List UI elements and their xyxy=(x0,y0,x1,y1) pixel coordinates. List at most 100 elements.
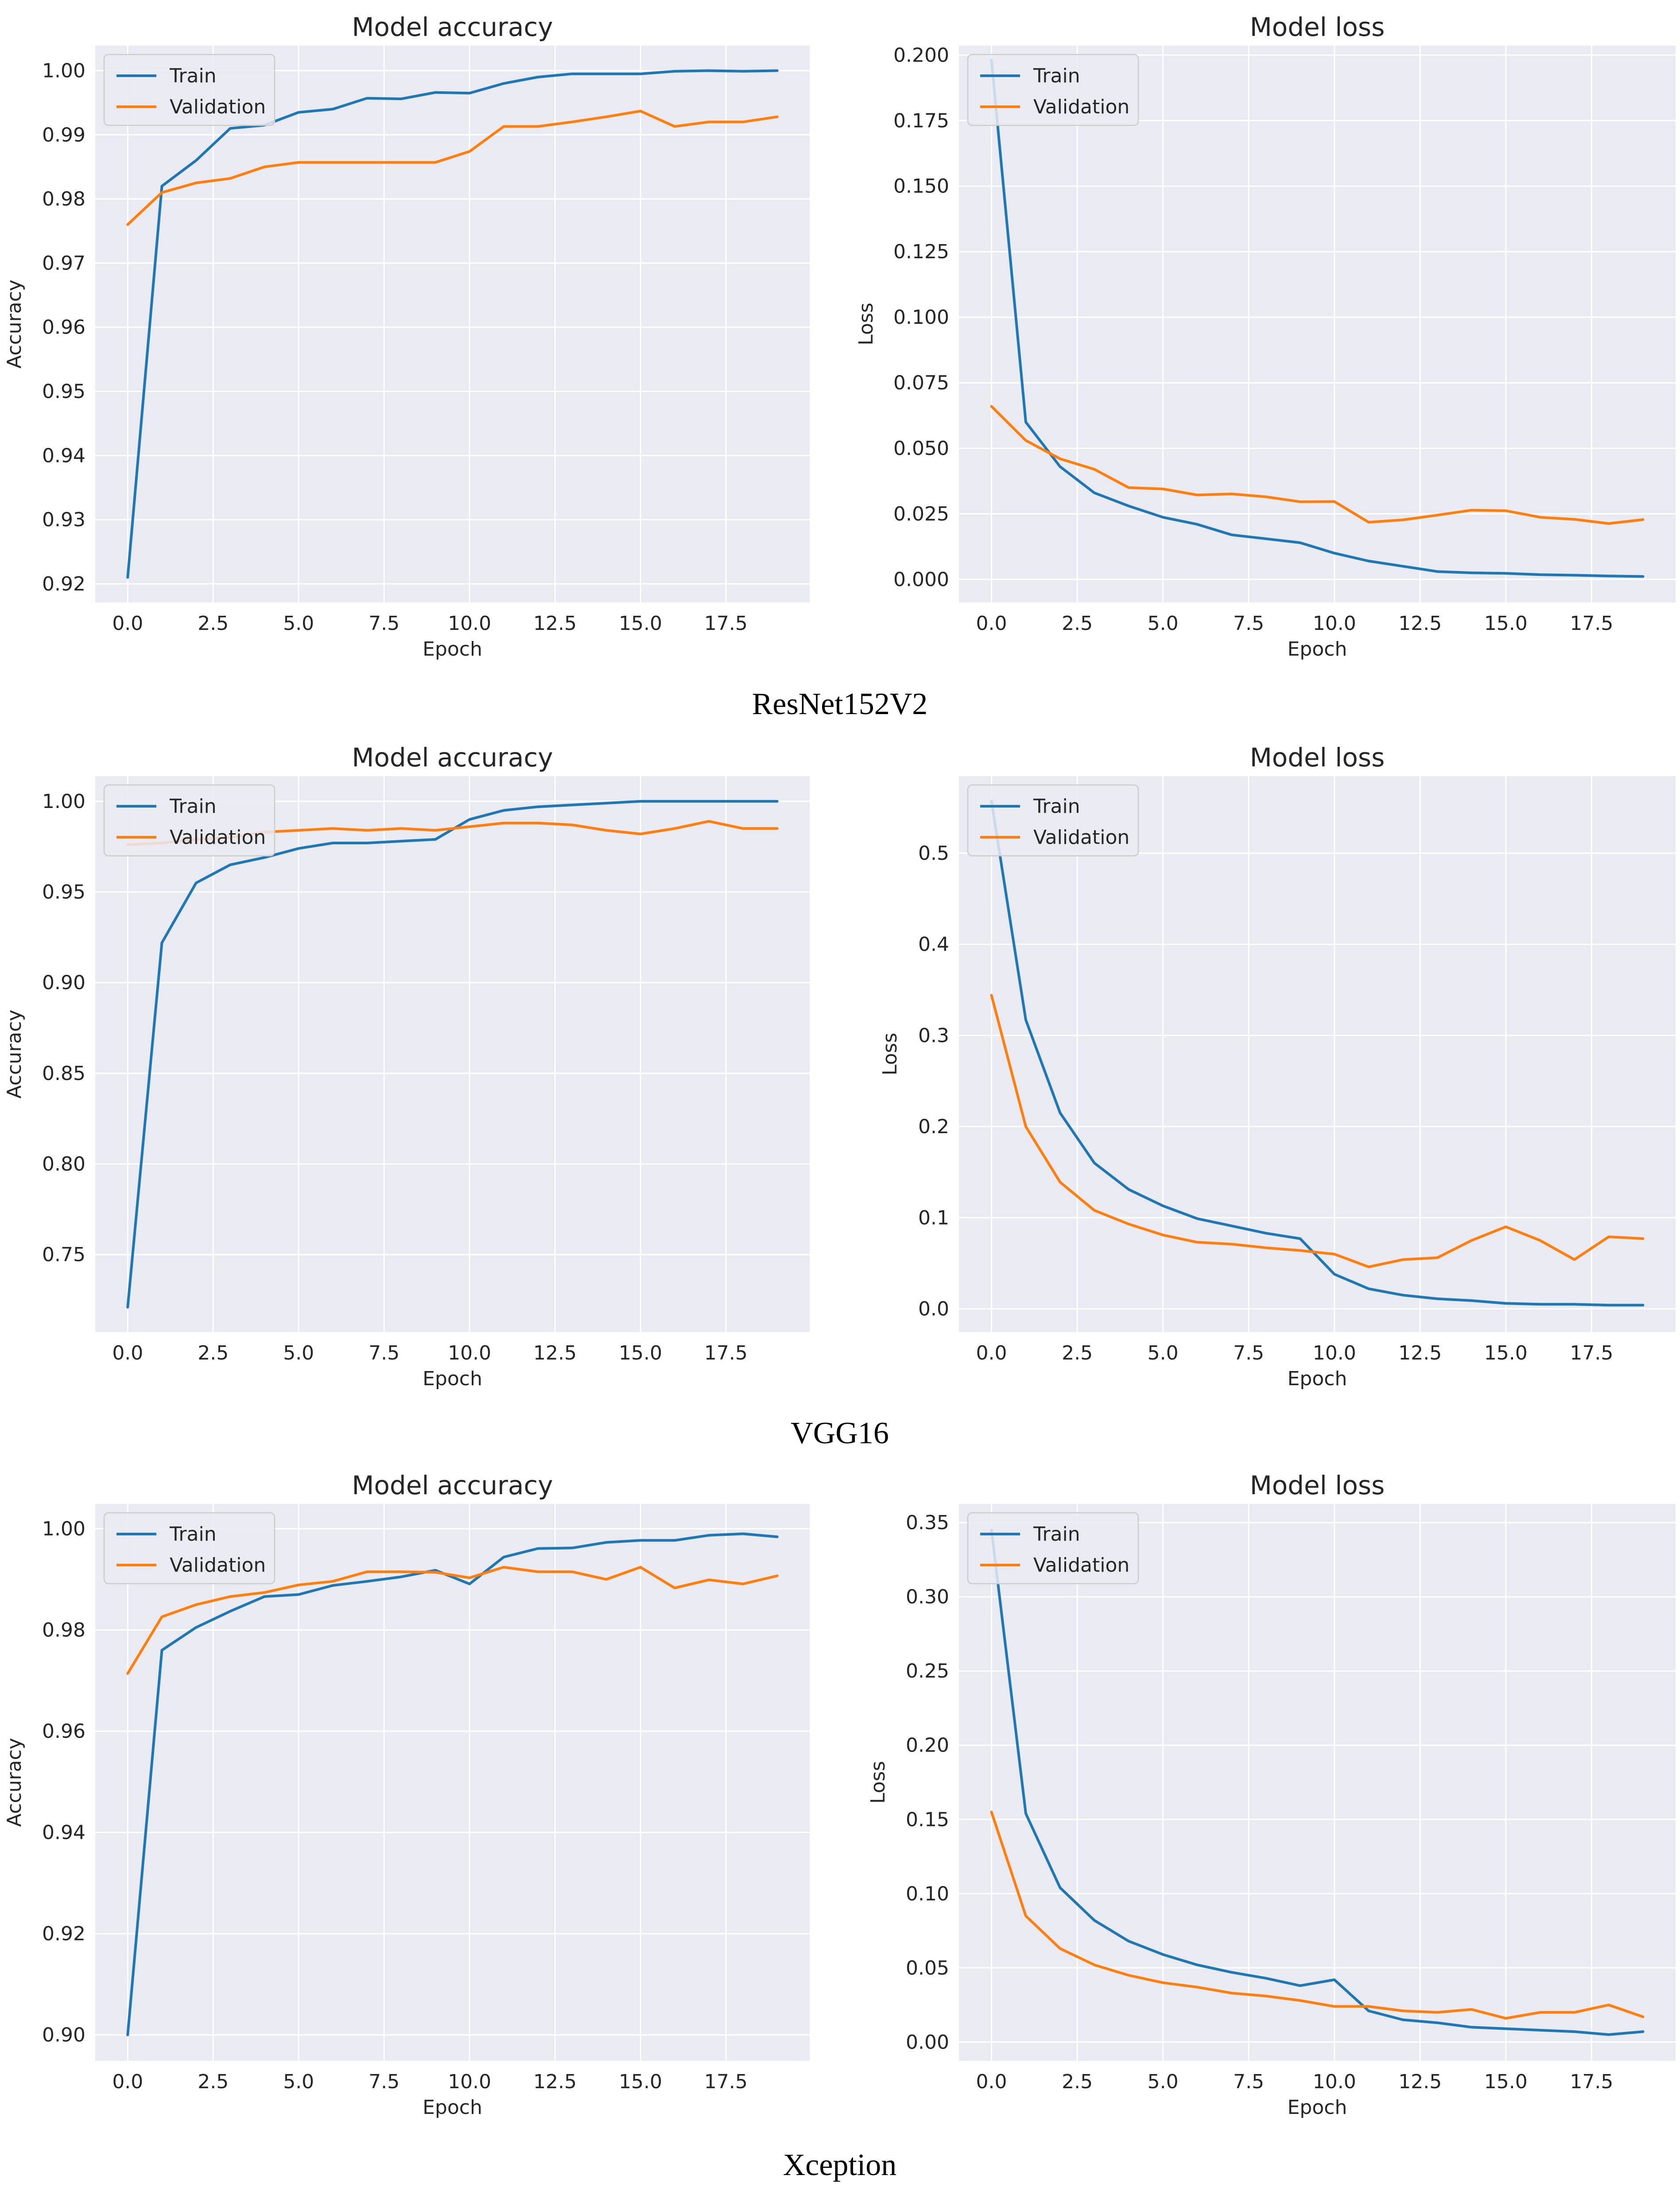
y-tick-label: 0.2 xyxy=(918,1115,949,1138)
x-tick-label: 12.5 xyxy=(533,2071,577,2093)
y-tick-label: 0.94 xyxy=(42,444,85,467)
charts-layer: 0.0 2.5 5.0 7.5 10.0 12.5 15.0 17.5 0.92 0.93 0.94… xyxy=(3,12,1676,2119)
legend-label-validation: Validation xyxy=(170,826,266,849)
y-tick-label: 1.00 xyxy=(42,59,85,82)
series-line-train xyxy=(126,69,779,579)
y-tick-label: 0.90 xyxy=(42,2024,85,2047)
legend-label-validation: Validation xyxy=(170,96,266,118)
plot-background xyxy=(959,776,1676,1332)
y-tick-label: 0.20 xyxy=(906,1734,949,1757)
y-tick-label: 0.4 xyxy=(918,933,949,956)
plot-background xyxy=(95,1504,810,2061)
legend-label-validation: Validation xyxy=(1033,1554,1129,1577)
series-line-validation xyxy=(990,1810,1645,2020)
x-tick-label: 10.0 xyxy=(1313,612,1356,635)
x-tick-label: 5.0 xyxy=(283,2071,314,2093)
y-tick-label: 0.200 xyxy=(893,44,949,66)
x-tick-label: 2.5 xyxy=(198,612,229,635)
y-tick-label: 0.15 xyxy=(906,1808,949,1831)
y-tick-label: 0.96 xyxy=(42,316,85,339)
y-tick-label: 0.30 xyxy=(906,1586,949,1608)
chart-title: Model accuracy xyxy=(352,12,553,42)
series-line-train xyxy=(990,59,1645,578)
series-line-validation xyxy=(990,405,1645,525)
y-axis-label: Loss xyxy=(867,1761,889,1804)
y-tick-label: 1.00 xyxy=(42,790,85,813)
y-tick-label: 0.94 xyxy=(42,1822,85,1844)
x-tick-label: 10.0 xyxy=(1313,2071,1356,2093)
chart-title: Model loss xyxy=(1250,1470,1385,1500)
y-tick-label: 0.1 xyxy=(918,1207,949,1229)
y-tick-label: 0.25 xyxy=(906,1660,949,1682)
y-tick-label: 0.3 xyxy=(918,1024,949,1047)
series-line-train xyxy=(990,1529,1645,2036)
y-tick-label: 0.99 xyxy=(42,124,85,146)
chart-title: Model loss xyxy=(1250,742,1385,773)
x-tick-label: 2.5 xyxy=(1062,2071,1093,2093)
x-tick-label: 10.0 xyxy=(1313,1342,1356,1364)
x-tick-label: 0.0 xyxy=(976,1342,1007,1364)
legend: Train Validation xyxy=(967,784,1139,857)
x-tick-label: 10.0 xyxy=(448,612,491,635)
chart-title: Model loss xyxy=(1250,12,1385,42)
x-axis-label: Epoch xyxy=(1288,1367,1347,1390)
plot-background xyxy=(959,46,1676,602)
y-axis-label: Accuracy xyxy=(3,280,26,369)
series-line-validation xyxy=(990,994,1645,1268)
y-tick-label: 0.000 xyxy=(893,568,949,591)
plot-background xyxy=(95,46,810,602)
x-tick-label: 7.5 xyxy=(1233,612,1264,635)
x-tick-label: 2.5 xyxy=(198,1342,229,1364)
x-tick-label: 5.0 xyxy=(1148,2071,1179,2093)
y-tick-label: 0.025 xyxy=(893,503,949,525)
y-axis-label: Loss xyxy=(879,1033,901,1076)
x-tick-label: 12.5 xyxy=(1398,612,1442,635)
y-tick-label: 0.35 xyxy=(906,1511,949,1534)
y-tick-label: 0.00 xyxy=(906,2031,949,2054)
legend-label-validation: Validation xyxy=(1033,96,1129,118)
plot-background xyxy=(959,1504,1676,2061)
y-tick-label: 0.96 xyxy=(42,1720,85,1743)
x-axis-label: Epoch xyxy=(1288,638,1347,660)
y-tick-label: 0.75 xyxy=(42,1243,85,1266)
x-tick-label: 7.5 xyxy=(369,612,400,635)
series-line-train xyxy=(126,1532,779,2036)
caption-xception: Xception xyxy=(783,2148,897,2182)
x-tick-label: 17.5 xyxy=(704,1342,748,1364)
caption-vgg16: VGG16 xyxy=(791,1416,889,1450)
x-tick-label: 15.0 xyxy=(1484,612,1528,635)
x-tick-label: 17.5 xyxy=(1570,1342,1613,1364)
x-axis-label: Epoch xyxy=(423,638,482,660)
y-tick-label: 1.00 xyxy=(42,1518,85,1540)
legend: Train Validation xyxy=(103,54,275,126)
y-tick-label: 0.050 xyxy=(893,437,949,460)
x-tick-label: 7.5 xyxy=(1233,1342,1264,1364)
x-tick-label: 12.5 xyxy=(1398,1342,1442,1364)
chart-2: 0.0 2.5 5.0 7.5 10.0 12.5 15.0 17.5 0.75 0.80 0.85… xyxy=(3,742,810,1390)
x-tick-label: 0.0 xyxy=(112,2071,143,2093)
x-tick-label: 17.5 xyxy=(704,612,748,635)
x-tick-label: 2.5 xyxy=(198,2071,229,2093)
caption-resnet152v2: ResNet152V2 xyxy=(752,687,928,721)
x-axis-label: Epoch xyxy=(1288,2096,1347,2119)
x-tick-label: 5.0 xyxy=(283,612,314,635)
x-axis-label: Epoch xyxy=(423,1367,482,1390)
x-tick-label: 10.0 xyxy=(448,1342,491,1364)
series-line-validation xyxy=(126,109,779,226)
x-tick-label: 7.5 xyxy=(1233,2071,1264,2093)
y-tick-label: 0.98 xyxy=(42,188,85,210)
legend-label-train: Train xyxy=(169,1523,217,1546)
x-tick-label: 5.0 xyxy=(1148,612,1179,635)
chart-title: Model accuracy xyxy=(352,1470,553,1500)
x-tick-label: 0.0 xyxy=(976,612,1007,635)
chart-1: 0.0 2.5 5.0 7.5 10.0 12.5 15.0 17.5 0.000 0.025 0.… xyxy=(855,12,1676,660)
chart-0: 0.0 2.5 5.0 7.5 10.0 12.5 15.0 17.5 0.92 0.93 0.94… xyxy=(3,12,810,660)
x-tick-label: 2.5 xyxy=(1062,612,1093,635)
y-axis-label: Accuracy xyxy=(3,1738,26,1827)
x-tick-label: 5.0 xyxy=(1148,1342,1179,1364)
y-tick-label: 0.90 xyxy=(42,971,85,994)
y-tick-label: 0.95 xyxy=(42,881,85,904)
x-tick-label: 17.5 xyxy=(1570,2071,1613,2093)
x-tick-label: 17.5 xyxy=(1570,612,1613,635)
